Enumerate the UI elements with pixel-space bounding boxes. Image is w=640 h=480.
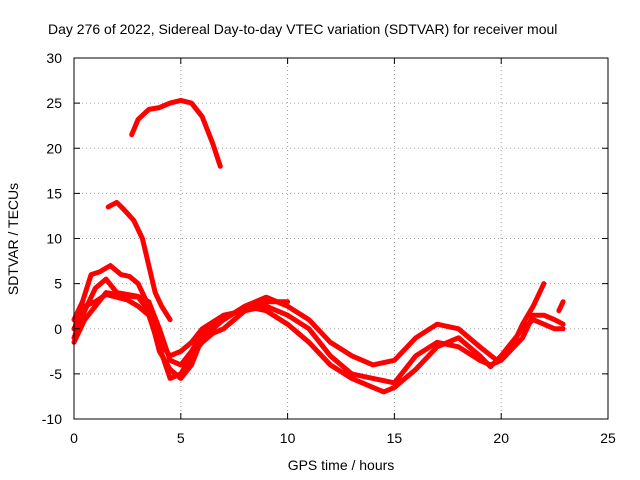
y-tick-label: -10	[42, 411, 62, 427]
x-axis-label: GPS time / hours	[288, 457, 395, 473]
ticks: 0 5 10 15 20 25 -10 -5 0 5 10 15 20 25 30	[42, 50, 616, 446]
y-tick-label: 0	[54, 321, 62, 337]
y-tick-label: 15	[46, 185, 62, 201]
series-layer	[71, 97, 566, 395]
chart-title: Day 276 of 2022, Sidereal Day-to-day VTE…	[48, 21, 557, 37]
series-arc-7	[556, 299, 566, 314]
y-tick-label: -5	[50, 366, 63, 382]
series-arc-2	[105, 199, 173, 323]
x-tick-label: 25	[600, 430, 616, 446]
x-tick-label: 5	[177, 430, 185, 446]
y-axis-label: SDTVAR / TECUs	[5, 183, 21, 295]
y-tick-label: 20	[46, 140, 62, 156]
y-tick-label: 10	[46, 231, 62, 247]
y-tick-label: 30	[46, 50, 62, 66]
y-tick-label: 5	[54, 276, 62, 292]
x-tick-label: 20	[493, 430, 509, 446]
series-arc-1	[129, 97, 223, 169]
x-tick-label: 10	[280, 430, 296, 446]
series-arc-6	[71, 290, 566, 395]
x-tick-label: 0	[70, 430, 78, 446]
x-tick-label: 15	[387, 430, 403, 446]
y-tick-label: 25	[46, 95, 62, 111]
